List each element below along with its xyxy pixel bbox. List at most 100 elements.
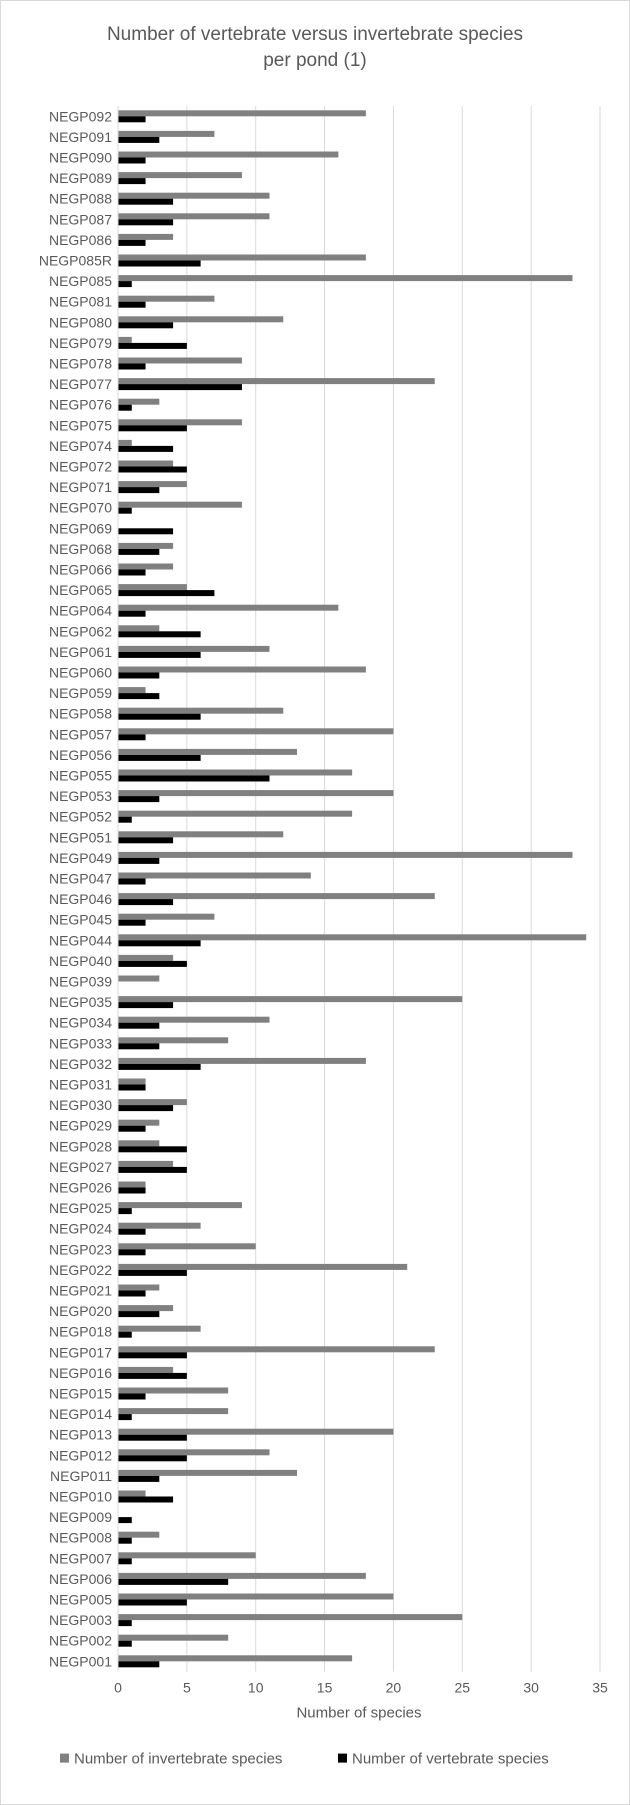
vertebrate-bar (118, 1043, 160, 1050)
vertebrate-bar (118, 445, 174, 452)
vertebrate-bar (118, 1661, 160, 1668)
category-label: NEGP022 (49, 1262, 112, 1278)
vertebrate-bar (118, 1002, 174, 1009)
vertebrate-bar (118, 136, 160, 143)
vertebrate-bar (118, 796, 160, 803)
category-label: NEGP091 (49, 129, 112, 145)
invertebrate-bar (118, 1078, 146, 1085)
vertebrate-bar (118, 960, 187, 967)
category-label: NEGP015 (49, 1386, 112, 1402)
invertebrate-bar (118, 254, 366, 261)
category-label: NEGP079 (49, 335, 112, 351)
vertebrate-bar (118, 734, 146, 741)
invertebrate-bar (118, 893, 435, 900)
invertebrate-bar (118, 563, 174, 570)
vertebrate-bar (118, 1187, 146, 1194)
vertebrate-bar (118, 1434, 187, 1441)
vertebrate-bar (118, 157, 146, 164)
category-label: NEGP059 (49, 685, 112, 701)
vertebrate-bar (118, 1558, 132, 1565)
vertebrate-bar (118, 1475, 160, 1482)
vertebrate-bar (118, 713, 201, 720)
invertebrate-bar (118, 275, 573, 282)
category-label: NEGP056 (49, 747, 112, 763)
category-label: NEGP003 (49, 1612, 112, 1628)
category-label: NEGP060 (49, 665, 112, 681)
x-tick-label: 0 (114, 1680, 122, 1696)
category-label: NEGP046 (49, 891, 112, 907)
invertebrate-bar (118, 1202, 242, 1209)
category-label: NEGP029 (49, 1118, 112, 1134)
invertebrate-bar (118, 1593, 394, 1600)
vertebrate-bar (118, 507, 132, 514)
category-label: NEGP033 (49, 1035, 112, 1051)
category-label: NEGP014 (49, 1406, 112, 1422)
x-tick-label: 10 (248, 1680, 264, 1696)
category-label: NEGP047 (49, 871, 112, 887)
invertebrate-bar (118, 1160, 174, 1167)
category-label: NEGP075 (49, 417, 112, 433)
vertebrate-bar (118, 1640, 132, 1647)
chart-title: Number of vertebrate versus invertebrate… (20, 22, 610, 74)
vertebrate-bar (118, 672, 160, 679)
vertebrate-bar (118, 693, 160, 700)
vertebrate-bar (118, 940, 201, 947)
category-label: NEGP069 (49, 520, 112, 536)
vertebrate-bar (118, 1208, 132, 1215)
category-label: NEGP085R (39, 253, 112, 269)
category-label: NEGP021 (49, 1283, 112, 1299)
vertebrate-bar (118, 301, 146, 308)
x-axis-title: Number of species (296, 1705, 421, 1722)
invertebrate-bar (118, 831, 284, 838)
category-label: NEGP086 (49, 232, 112, 248)
category-label: NEGP023 (49, 1241, 112, 1257)
invertebrate-bar (118, 975, 160, 982)
category-label: NEGP013 (49, 1427, 112, 1443)
vertebrate-bar (118, 281, 132, 288)
vertebrate-bar (118, 610, 146, 617)
invertebrate-bar (118, 872, 311, 879)
vertebrate-bar (118, 631, 201, 638)
legend: Number of invertebrate species Number of … (60, 1751, 549, 1768)
category-label: NEGP032 (49, 1056, 112, 1072)
category-label: NEGP001 (49, 1653, 112, 1669)
invertebrate-bar (118, 398, 160, 405)
vertebrate-bar (118, 116, 146, 123)
vertebrate-bar (118, 487, 160, 494)
invertebrate-bar (118, 192, 270, 199)
vertebrate-bar (118, 1249, 146, 1256)
vertebrate-bar (118, 1166, 187, 1173)
vertebrate-bar (118, 1372, 187, 1379)
vertebrate-bar (118, 1455, 187, 1462)
category-label: NEGP035 (49, 994, 112, 1010)
invertebrate-bar (118, 1552, 256, 1559)
invertebrate-bar (118, 1222, 201, 1229)
x-tick-label: 20 (386, 1680, 402, 1696)
vertebrate-bar (118, 1311, 160, 1318)
invertebrate-bar (118, 1387, 229, 1394)
vertebrate-bar (118, 1063, 201, 1070)
vertebrate-bar (118, 1105, 174, 1112)
vertebrate-bar (118, 837, 174, 844)
invertebrate-bar (118, 1469, 298, 1476)
invertebrate-bar (118, 1531, 160, 1538)
category-label: NEGP005 (49, 1592, 112, 1608)
vertebrate-bar (118, 1331, 132, 1338)
legend-invertebrate-swatch (60, 1753, 69, 1763)
invertebrate-bar (118, 1263, 408, 1270)
invertebrate-bar (118, 625, 160, 632)
category-label: NEGP071 (49, 479, 112, 495)
invertebrate-bar (118, 1449, 270, 1456)
category-label: NEGP077 (49, 376, 112, 392)
invertebrate-bar (118, 439, 132, 446)
category-label: NEGP081 (49, 294, 112, 310)
category-label: NEGP057 (49, 726, 112, 742)
category-label: NEGP068 (49, 541, 112, 557)
vertebrate-bar (118, 384, 242, 391)
invertebrate-bar (118, 1119, 160, 1126)
category-label: NEGP051 (49, 829, 112, 845)
vertebrate-bar (118, 1537, 132, 1544)
invertebrate-bar (118, 810, 353, 817)
invertebrate-bar (118, 687, 146, 694)
vertebrate-bar (118, 198, 174, 205)
